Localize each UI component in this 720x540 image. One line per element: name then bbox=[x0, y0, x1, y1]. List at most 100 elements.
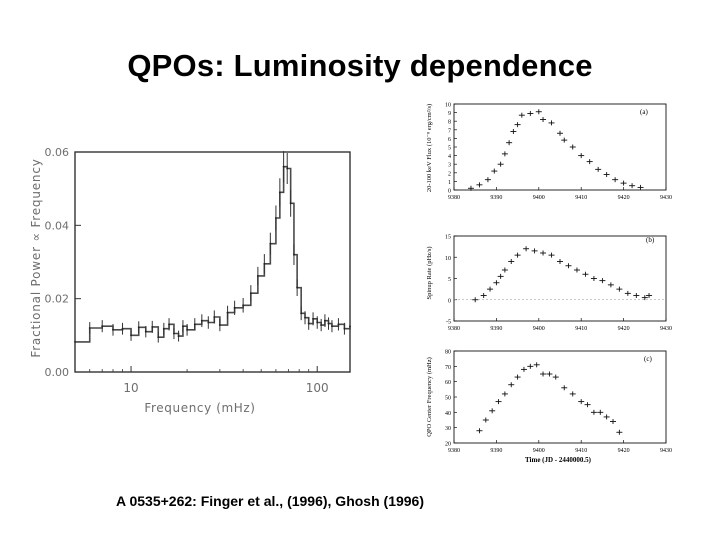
y-tick-label: 60 bbox=[445, 380, 451, 386]
panel-b-label: (b) bbox=[646, 236, 655, 244]
qpo-panel-c: 20 30 40 50 60 70 80 9380 9390 9400 9410 9420 9430 (… bbox=[426, 350, 672, 465]
y-tick-label: 4 bbox=[448, 154, 451, 160]
y-tick-label: 8 bbox=[448, 120, 451, 126]
panel-c-xlabel: Time (JD - 2440000.5) bbox=[525, 456, 592, 464]
y-tick-label: 10 bbox=[445, 256, 451, 262]
x-tick-label: 9420 bbox=[618, 195, 630, 201]
y-tick-label: 70 bbox=[445, 365, 451, 371]
y-tick-label: 50 bbox=[445, 396, 451, 402]
spectrum-point bbox=[349, 325, 351, 328]
spectrum-point bbox=[304, 316, 306, 319]
power-spectrum-xlabel: Frequency (mHz) bbox=[144, 401, 255, 415]
spectrum-point bbox=[293, 253, 295, 256]
spectrum-point bbox=[286, 167, 289, 170]
spectrum-point bbox=[144, 330, 147, 333]
spectrum-point bbox=[173, 332, 175, 335]
spectrum-point bbox=[186, 328, 188, 331]
spectrum-point bbox=[213, 316, 216, 318]
spectrum-point bbox=[112, 328, 114, 331]
y-tick-label: 15 bbox=[445, 235, 451, 241]
slide-title: QPOs: Luminosity dependence bbox=[127, 48, 593, 83]
spectrum-point bbox=[263, 262, 266, 265]
spectrum-point bbox=[162, 327, 165, 330]
spectrum-point bbox=[74, 341, 76, 343]
spectrum-point bbox=[343, 327, 346, 330]
spectrum-point bbox=[331, 325, 333, 328]
spectrum-point bbox=[121, 327, 124, 330]
y-tick-label: 30 bbox=[445, 426, 451, 432]
spectrum-point bbox=[88, 327, 91, 329]
panel-b-ylabel: Spinup Rate (pHz/s) bbox=[426, 246, 433, 299]
spectrum-point bbox=[249, 292, 252, 295]
x-tick-label: 9410 bbox=[575, 326, 587, 332]
pa-frame-rect bbox=[453, 103, 667, 191]
x-tick-label: 9420 bbox=[618, 448, 630, 454]
spectrum-point bbox=[193, 323, 196, 326]
spectrum-point bbox=[296, 286, 299, 289]
spectrum-point bbox=[233, 306, 236, 309]
spectrum-point bbox=[218, 324, 221, 326]
y-tick-label: 0.06 bbox=[45, 146, 70, 159]
pb-frame-rect bbox=[453, 235, 667, 322]
spectrum-point bbox=[327, 322, 330, 325]
spectrum-line bbox=[75, 165, 351, 343]
y-tick-label: 0.02 bbox=[45, 293, 70, 306]
spectrum-point bbox=[200, 319, 203, 322]
spectrum-point bbox=[278, 191, 281, 194]
spectrum-point bbox=[151, 326, 154, 328]
panel-a-label: (a) bbox=[640, 108, 648, 116]
x-tick-label: 9410 bbox=[575, 448, 587, 454]
spectrum-point bbox=[320, 324, 323, 326]
x-tick-label: 9390 bbox=[490, 195, 502, 201]
x-tick-label: 10 bbox=[123, 381, 138, 395]
power-spectrum-ylabel: Fractional Power ∝ Frequency bbox=[29, 158, 43, 357]
y-tick-label: 0 bbox=[448, 189, 451, 195]
y-tick-label: 0.04 bbox=[45, 219, 70, 232]
spectrum-point bbox=[177, 335, 180, 337]
spectrum-point bbox=[312, 317, 314, 320]
y-tick-label: 5 bbox=[448, 277, 451, 283]
x-tick-label: 100 bbox=[306, 381, 329, 395]
panel-c-ylabel: QPO Center Frequency (mHz) bbox=[426, 357, 433, 437]
x-tick-label: 9390 bbox=[490, 326, 502, 332]
flux-panel-a: 0 1 2 3 4 5 6 7 8 9 10 9380 9390 9400 9410 9420 9430 (a)… bbox=[426, 103, 672, 202]
pc-frame-rect bbox=[453, 350, 667, 444]
x-tick-label: 9420 bbox=[618, 326, 630, 332]
y-tick-label: 5 bbox=[448, 146, 451, 152]
y-tick-label: 7 bbox=[448, 128, 451, 134]
spectrum-point bbox=[289, 202, 292, 205]
spectrum-point bbox=[269, 242, 272, 245]
x-tick-label: 9400 bbox=[533, 195, 545, 201]
spectrum-point bbox=[101, 325, 104, 328]
x-tick-label: 9380 bbox=[448, 326, 460, 332]
y-tick-label: 20 bbox=[445, 442, 451, 448]
spectrum-point bbox=[300, 312, 303, 315]
power-spectrum-frame bbox=[74, 151, 351, 373]
spectrum-point bbox=[130, 334, 132, 337]
y-tick-label: 10 bbox=[445, 103, 451, 109]
spectrum-point bbox=[282, 165, 285, 168]
slide-caption: A 0535+262: Finger et al., (1996), Ghosh… bbox=[116, 493, 424, 509]
y-tick-label: -5 bbox=[446, 320, 451, 326]
power-spectrum-chart: 0.00 0.02 0.04 0.06 10 100 Fractional Power ∝… bbox=[29, 146, 351, 415]
spectrum-point bbox=[242, 304, 245, 307]
spectrum-point bbox=[337, 323, 340, 326]
y-tick-label: 1 bbox=[448, 180, 451, 186]
x-tick-label: 9430 bbox=[660, 326, 672, 332]
spectrum-point bbox=[182, 325, 184, 328]
y-tick-label: 0 bbox=[448, 298, 451, 304]
x-tick-label: 9400 bbox=[533, 326, 545, 332]
y-tick-label: 40 bbox=[445, 411, 451, 417]
x-tick-label: 9380 bbox=[448, 195, 460, 201]
x-tick-label: 9410 bbox=[575, 195, 587, 201]
spectrum-point bbox=[316, 321, 319, 324]
spectrum-point bbox=[226, 311, 229, 314]
spectrum-point bbox=[324, 319, 326, 322]
x-tick-label: 9400 bbox=[533, 448, 545, 454]
x-tick-label: 9390 bbox=[490, 448, 502, 454]
y-tick-label: 3 bbox=[448, 163, 451, 169]
y-tick-label: 80 bbox=[445, 350, 451, 356]
y-tick-label: 0.00 bbox=[45, 366, 70, 379]
x-tick-label: 9430 bbox=[660, 195, 672, 201]
panel-c-label: (c) bbox=[644, 355, 652, 363]
